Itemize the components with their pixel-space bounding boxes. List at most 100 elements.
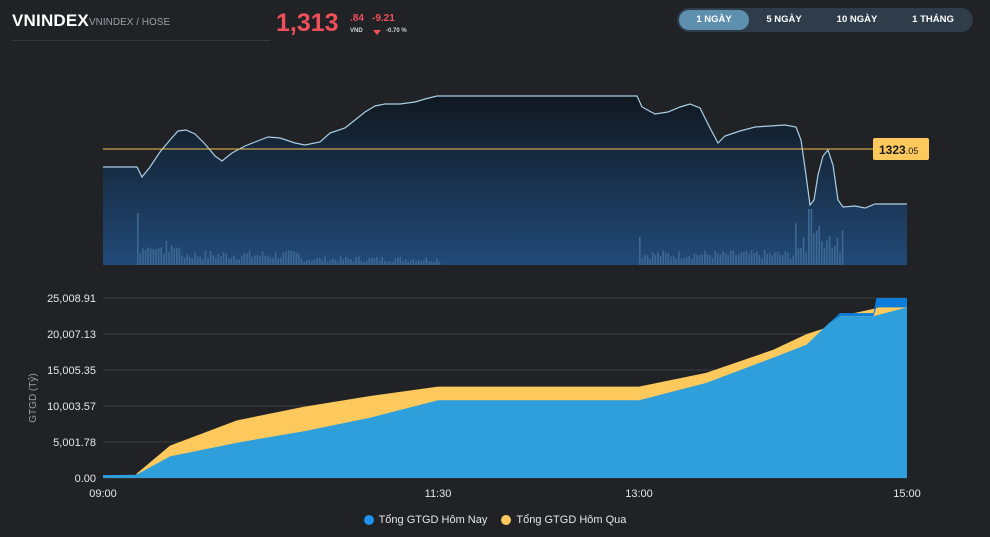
volume-bar bbox=[222, 252, 225, 265]
price-area bbox=[103, 96, 907, 265]
volume-bar bbox=[243, 253, 246, 265]
volume-bar bbox=[196, 256, 199, 265]
volume-bar bbox=[436, 258, 438, 265]
volume-bar bbox=[813, 233, 815, 265]
volume-bar bbox=[293, 251, 295, 265]
tab-10-days[interactable]: 10 NGÀY bbox=[836, 14, 878, 25]
volume-bar bbox=[646, 255, 649, 265]
volume-bar bbox=[256, 255, 259, 265]
volume-bar bbox=[386, 261, 389, 265]
volume-bar bbox=[782, 255, 784, 265]
volume-bar bbox=[805, 252, 807, 265]
volume-bar bbox=[235, 259, 238, 265]
volume-bar bbox=[251, 256, 253, 265]
volume-bar bbox=[727, 254, 729, 265]
volume-bar bbox=[287, 250, 290, 265]
price-change: -9.21 bbox=[372, 13, 395, 24]
volume-bar bbox=[792, 255, 794, 265]
x-tick-label: 15:00 bbox=[893, 488, 921, 500]
volume-bar bbox=[303, 261, 305, 265]
legend-item-yesterday[interactable]: Tổng GTGD Hôm Qua bbox=[501, 514, 626, 526]
price-integer: 1,313 bbox=[276, 9, 339, 37]
x-tick-label: 11:30 bbox=[425, 488, 452, 500]
volume-bar bbox=[748, 254, 750, 265]
volume-bar bbox=[371, 257, 373, 265]
volume-bar bbox=[753, 253, 755, 265]
header-divider bbox=[12, 40, 270, 41]
volume-bar bbox=[329, 259, 331, 265]
volume-bar bbox=[737, 254, 740, 265]
volume-bar bbox=[667, 253, 670, 265]
volume-bar bbox=[350, 259, 352, 265]
volume-bar bbox=[659, 255, 662, 265]
volume-bar bbox=[691, 258, 693, 265]
volume-bar bbox=[743, 251, 745, 265]
volume-bar bbox=[290, 250, 292, 265]
volume-bar bbox=[657, 252, 659, 265]
volume-bar bbox=[358, 256, 360, 265]
volume-bar bbox=[319, 257, 321, 265]
intraday-price-chart: 1323.05 bbox=[103, 95, 929, 265]
volume-bar bbox=[241, 255, 243, 265]
volume-bar bbox=[774, 252, 776, 265]
volume-bar bbox=[438, 261, 441, 265]
volume-bar bbox=[784, 251, 787, 265]
volume-bar bbox=[168, 252, 170, 265]
volume-bar bbox=[209, 251, 212, 265]
volume-bar bbox=[259, 255, 261, 265]
volume-bar bbox=[766, 254, 768, 265]
volume-bar bbox=[756, 251, 758, 265]
volume-bar bbox=[189, 256, 191, 265]
volume-bar bbox=[815, 230, 818, 265]
volume-bar bbox=[264, 255, 266, 265]
volume-bar bbox=[311, 260, 313, 265]
volume-bar bbox=[365, 261, 368, 265]
volume-bar bbox=[212, 255, 214, 265]
volume-bar bbox=[423, 260, 425, 265]
volume-bar bbox=[300, 258, 303, 265]
volume-bar bbox=[802, 237, 805, 265]
volume-bar bbox=[420, 260, 422, 265]
volume-bar bbox=[688, 256, 690, 265]
tab-5-days[interactable]: 5 NGÀY bbox=[766, 14, 802, 25]
volume-bar bbox=[693, 253, 696, 265]
volume-bar bbox=[430, 261, 433, 265]
volume-bar bbox=[345, 256, 347, 265]
volume-bar bbox=[394, 258, 396, 265]
volume-bars bbox=[137, 209, 844, 265]
volume-bar bbox=[763, 250, 766, 265]
volume-bar bbox=[173, 248, 175, 265]
y-tick-label: 0.00 bbox=[75, 473, 96, 485]
volume-bar bbox=[316, 257, 318, 265]
volume-bar bbox=[308, 259, 311, 265]
volume-bar bbox=[261, 251, 264, 265]
volume-bar bbox=[821, 241, 823, 265]
volume-bar bbox=[779, 254, 781, 265]
volume-bar bbox=[652, 252, 654, 265]
volume-bar bbox=[215, 257, 217, 265]
chart-legend: Tổng GTGD Hôm Nay Tổng GTGD Hôm Qua bbox=[0, 514, 990, 526]
volume-bar bbox=[144, 249, 147, 265]
volume-bar bbox=[137, 213, 139, 265]
x-tick-label: 09:00 bbox=[89, 488, 117, 500]
volume-bar bbox=[204, 250, 207, 265]
volume-bar bbox=[795, 223, 797, 265]
volume-bar bbox=[761, 258, 763, 265]
volume-bar bbox=[415, 261, 417, 265]
legend-item-today[interactable]: Tổng GTGD Hôm Nay bbox=[363, 514, 488, 526]
volume-bar bbox=[306, 260, 308, 265]
y-axis-ticks: 25,008.91 20,007.13 15,005.35 10,003.57 5,00… bbox=[47, 293, 96, 485]
tab-1-day[interactable]: 1 NGÀY bbox=[679, 10, 749, 30]
volume-bar bbox=[665, 252, 667, 265]
volume-bar bbox=[740, 252, 742, 265]
volume-bar bbox=[339, 256, 342, 265]
legend-label-today: Tổng GTGD Hôm Nay bbox=[378, 514, 488, 526]
volume-bar bbox=[706, 254, 709, 265]
volume-bar bbox=[724, 252, 727, 265]
volume-bar bbox=[230, 257, 233, 265]
volume-bar bbox=[165, 240, 168, 265]
volume-bar bbox=[407, 261, 409, 265]
tab-1-month[interactable]: 1 THÁNG bbox=[912, 14, 954, 25]
volume-bar bbox=[410, 260, 412, 265]
